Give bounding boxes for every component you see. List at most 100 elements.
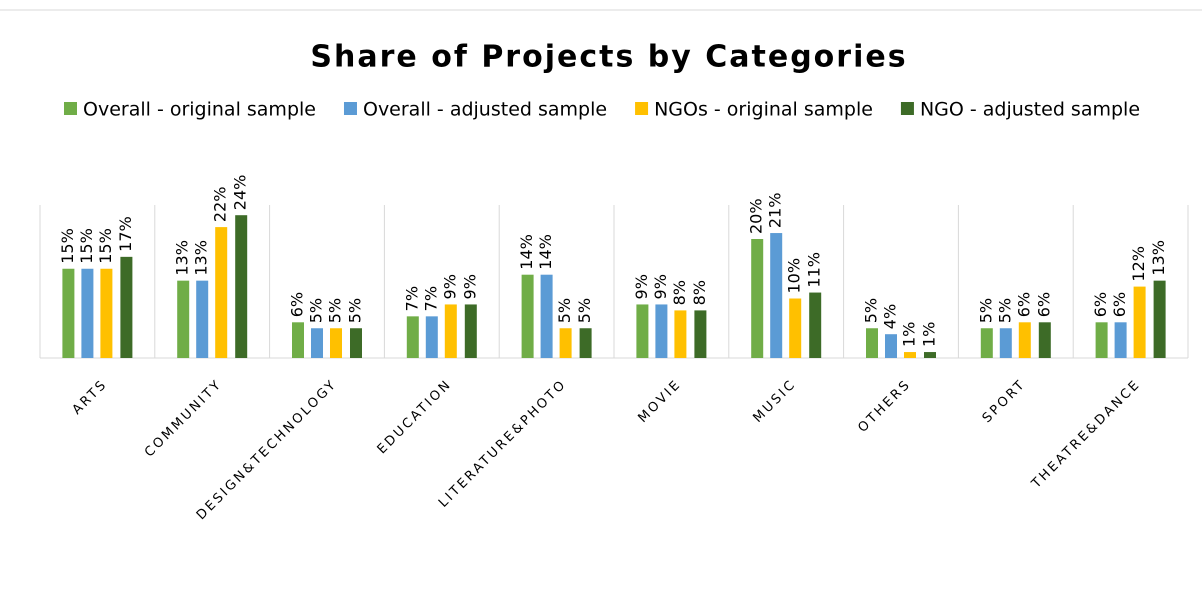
value-label: 20%	[747, 198, 766, 234]
x-tick-label: COMMUNITY	[142, 377, 226, 461]
value-label: 14%	[536, 234, 555, 270]
value-label: 15%	[77, 228, 96, 264]
bar	[540, 274, 553, 358]
value-label: 5%	[995, 298, 1014, 323]
bar	[330, 328, 342, 358]
bar	[177, 280, 190, 358]
value-label: 8%	[670, 280, 689, 305]
bar	[521, 274, 534, 358]
value-label: 22%	[211, 187, 230, 223]
x-tick-label: ARTS	[70, 377, 111, 418]
x-tick-label: SPORT	[980, 377, 1029, 426]
value-label: 6%	[1110, 292, 1129, 317]
value-label: 1%	[920, 322, 939, 347]
bar	[215, 227, 228, 358]
value-label: 5%	[326, 298, 345, 323]
value-label: 13%	[192, 240, 211, 276]
value-label: 5%	[346, 298, 365, 323]
value-label: 5%	[555, 298, 574, 323]
legend-swatch	[343, 102, 357, 115]
bar	[350, 328, 362, 358]
value-label: 6%	[288, 292, 307, 317]
bar	[579, 328, 592, 358]
x-tick-label: THEATRE&DANCE	[1028, 377, 1144, 493]
bar	[235, 215, 248, 358]
value-label: 9%	[632, 274, 651, 299]
x-tick-label: LITERATURE&PHOTO	[436, 377, 570, 511]
bar	[809, 292, 822, 358]
bar	[1153, 280, 1166, 358]
value-label: 17%	[116, 216, 135, 252]
bar	[196, 280, 209, 358]
value-label: 9%	[460, 274, 479, 299]
value-label: 5%	[307, 298, 326, 323]
value-label: 7%	[402, 286, 421, 311]
value-label: 9%	[440, 274, 459, 299]
legend-label: NGO - adjusted sample	[920, 99, 1140, 121]
value-label: 12%	[1129, 246, 1148, 282]
bar	[694, 310, 707, 358]
bar	[100, 268, 113, 358]
bar	[751, 239, 764, 358]
bar	[1018, 322, 1031, 358]
x-tick-label: EDUCATION	[375, 377, 456, 458]
bar	[292, 322, 304, 358]
value-label: 9%	[651, 274, 670, 299]
value-label: 1%	[900, 322, 919, 347]
value-label: 5%	[575, 298, 594, 323]
bar	[1038, 322, 1051, 358]
bar	[636, 304, 649, 358]
value-label: 13%	[1149, 240, 1168, 276]
value-label: 6%	[1091, 292, 1110, 317]
bar	[674, 310, 687, 358]
bar	[444, 304, 457, 358]
bar	[924, 352, 936, 358]
bar	[120, 256, 133, 358]
bar	[464, 304, 477, 358]
x-tick-label: MOVIE	[635, 377, 684, 426]
bar	[980, 328, 993, 358]
value-label: 7%	[421, 286, 440, 311]
bar	[904, 352, 916, 358]
value-label: 15%	[58, 228, 77, 264]
value-label: 5%	[976, 298, 995, 323]
value-label: 5%	[862, 298, 881, 323]
bar	[1114, 322, 1127, 358]
value-label: 4%	[881, 304, 900, 329]
value-label: 13%	[173, 240, 192, 276]
value-label: 6%	[1034, 292, 1053, 317]
bar	[655, 304, 668, 358]
value-label: 10%	[785, 258, 804, 294]
bar	[789, 298, 802, 358]
bar	[866, 328, 878, 358]
legend-swatch	[635, 102, 649, 115]
x-tick-label: MUSIC	[750, 377, 799, 426]
value-label: 24%	[231, 175, 250, 211]
value-label: 15%	[96, 228, 115, 264]
bar	[999, 328, 1012, 358]
legend-swatch	[900, 102, 914, 115]
bar	[559, 328, 572, 358]
bar	[406, 316, 419, 358]
value-label: 21%	[766, 192, 785, 228]
legend-label: Overall - original sample	[83, 99, 316, 121]
bar	[62, 268, 75, 358]
x-tick-label: OTHERS	[855, 377, 914, 436]
bar	[885, 334, 897, 358]
bar	[425, 316, 438, 358]
value-label: 14%	[517, 234, 536, 270]
bar	[1133, 286, 1146, 358]
value-label: 8%	[690, 280, 709, 305]
bar	[770, 233, 783, 358]
x-tick-label: DESIGN&TECHNOLOGY	[194, 377, 340, 523]
bar	[81, 268, 94, 358]
chart-title: Share of Projects by Categories	[310, 40, 907, 75]
bar	[1095, 322, 1108, 358]
value-label: 11%	[805, 252, 824, 288]
value-label: 6%	[1014, 292, 1033, 317]
legend-swatch	[64, 102, 77, 115]
legend-label: Overall - adjusted sample	[363, 99, 607, 121]
bar	[311, 328, 323, 358]
legend-label: NGOs - original sample	[654, 99, 873, 121]
